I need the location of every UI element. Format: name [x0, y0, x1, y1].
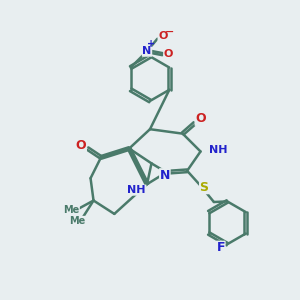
- Text: O: O: [195, 112, 206, 125]
- Text: NH: NH: [209, 145, 227, 155]
- Text: F: F: [217, 241, 225, 254]
- Text: S: S: [200, 181, 208, 194]
- Text: O: O: [76, 139, 86, 152]
- Text: +: +: [146, 39, 155, 49]
- Text: O: O: [164, 49, 173, 59]
- Text: NH: NH: [128, 185, 146, 195]
- Text: N: N: [160, 169, 170, 182]
- Text: Me: Me: [69, 216, 85, 226]
- Text: Me: Me: [63, 205, 80, 215]
- Text: O: O: [158, 31, 167, 41]
- Text: N: N: [142, 46, 152, 56]
- Text: −: −: [165, 27, 175, 37]
